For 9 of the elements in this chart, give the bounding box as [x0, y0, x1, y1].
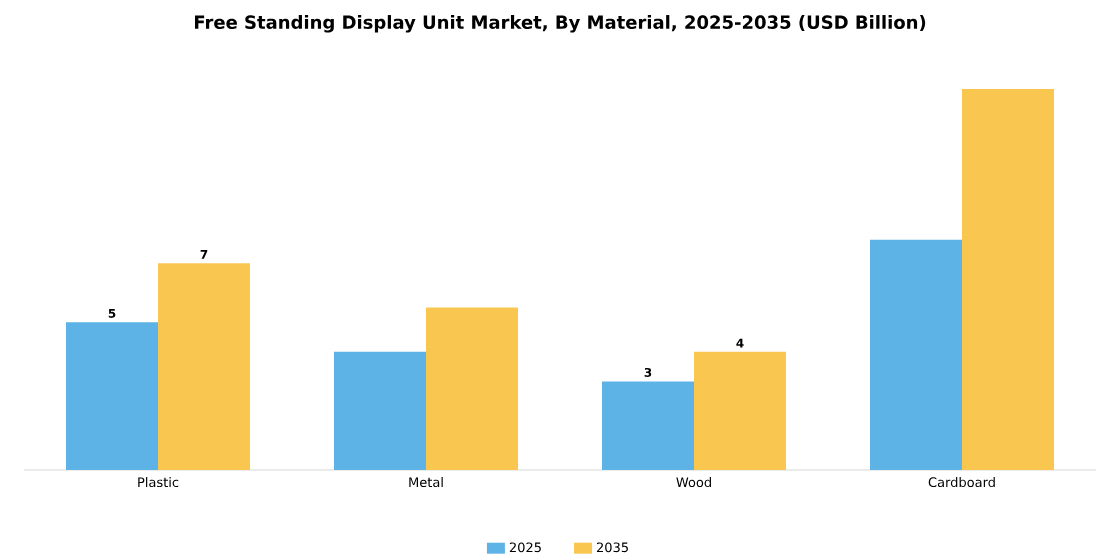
bar: [694, 351, 786, 470]
bar: [66, 322, 159, 470]
bar: [158, 263, 251, 470]
bar: [602, 381, 694, 470]
bar: [334, 351, 427, 470]
bar: [869, 239, 962, 470]
bar: [961, 89, 1054, 470]
chart-title: Free Standing Display Unit Market, By Material, 2025-2035 (USD Billion): [195, 15, 926, 33]
bar: [426, 307, 519, 470]
